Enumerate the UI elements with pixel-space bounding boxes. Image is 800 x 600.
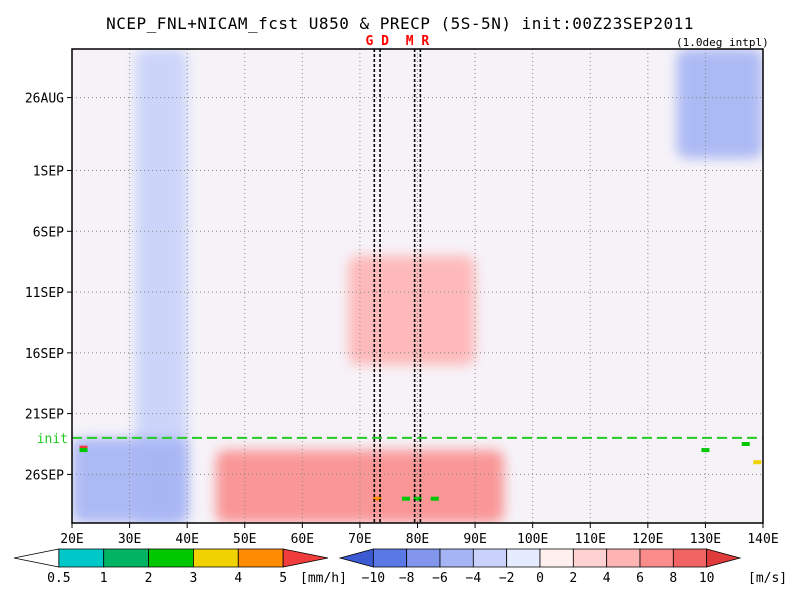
precip-colorbar-swatch-3 — [148, 548, 194, 568]
precip-cell-7 — [741, 442, 750, 446]
wind-colorbar-swatch-10 — [672, 548, 708, 568]
precip-colorbar-level-4: 4 — [234, 571, 242, 586]
wind-colorbar-level-2: −6 — [432, 571, 448, 586]
marker-label-3: R — [421, 34, 429, 49]
precip-cell-1 — [79, 448, 88, 453]
precip-colorbar-swatch-4 — [193, 548, 239, 568]
marker-label-2: M — [406, 34, 414, 49]
wind-colorbar-swatch-6 — [539, 548, 574, 568]
wind-colorbar-swatch-1 — [372, 548, 408, 568]
init-line: init — [37, 432, 763, 447]
precip-colorbar-level-5: 5 — [279, 571, 287, 586]
chart-title: NCEP_FNL+NICAM_fcst U850 & PRECP (5S-5N)… — [106, 14, 694, 33]
wind-colorbar-swatch-2 — [406, 548, 441, 568]
x-tick-label-7: 90E — [463, 532, 486, 547]
x-tick-label-3: 50E — [233, 532, 256, 547]
x-axis-ticks: 20E 30E 40E 50E 60E 70E 80E 90E 100E 110E 120E 130E… — [60, 523, 779, 547]
precip-cell-5 — [430, 496, 439, 501]
wind-colorbar-swatch-8 — [606, 548, 641, 568]
y-tick-label-5: 21SEP — [25, 408, 64, 423]
precip-cell-0 — [79, 445, 88, 450]
x-tick-label-1: 30E — [118, 532, 141, 547]
precip-cell-3 — [401, 496, 410, 501]
init-label: init — [37, 432, 68, 447]
wind-colorbar-level-5: 0 — [536, 571, 544, 586]
wind-colorbar-level-10: 10 — [699, 571, 715, 586]
wind-colorbar-level-9: 8 — [669, 571, 677, 586]
x-tick-label-9: 110E — [575, 532, 606, 547]
x-tick-label-5: 70E — [348, 532, 371, 547]
precip-cell-4 — [413, 496, 422, 501]
x-tick-label-10: 120E — [632, 532, 663, 547]
x-tick-label-11: 130E — [690, 532, 721, 547]
wind-colorbar-swatch-5 — [506, 548, 541, 568]
wind-feature-westerly-2 — [215, 450, 504, 523]
wind-feature-easterly-3 — [676, 49, 763, 159]
wind-colorbar-level-0: −10 — [362, 571, 385, 586]
precip-colorbar-unit: [mm/h] — [300, 571, 347, 586]
y-tick-label-3: 11SEP — [25, 286, 64, 301]
y-tick-label-6: 26SEP — [25, 468, 64, 483]
precip-cell-2 — [373, 496, 382, 501]
x-tick-label-4: 60E — [291, 532, 314, 547]
x-tick-label-12: 140E — [747, 532, 778, 547]
x-tick-label-8: 100E — [517, 532, 548, 547]
precip-colorbar-level-1: 1 — [100, 571, 108, 586]
wind-colorbar-level-1: −8 — [399, 571, 415, 586]
wind-colorbar-swatch-3 — [439, 548, 474, 568]
wind-feature-westerly-1 — [348, 255, 476, 365]
wind-colorbar-swatch-0 — [338, 548, 374, 568]
precip-colorbar-level-2: 2 — [145, 571, 153, 586]
wind-colorbar-level-3: −4 — [466, 571, 482, 586]
wind-colorbar-level-7: 4 — [603, 571, 611, 586]
x-tick-label-2: 40E — [175, 532, 198, 547]
wind-colorbar-unit: [m/s] — [748, 571, 787, 586]
precip-colorbar-swatch-0 — [13, 548, 60, 568]
x-tick-label-6: 80E — [406, 532, 429, 547]
precip-colorbar-level-0: 0.5 — [47, 571, 70, 586]
y-tick-label-1: 1SEP — [33, 165, 64, 180]
marker-label-1: D — [381, 34, 389, 49]
wind-colorbar-level-8: 6 — [636, 571, 644, 586]
y-tick-label-2: 6SEP — [33, 225, 64, 240]
y-tick-label-0: 26AUG — [25, 92, 64, 107]
wind-feature-easterly-0 — [135, 49, 188, 523]
wind-field — [72, 49, 763, 523]
precip-colorbar-swatch-5 — [237, 548, 284, 568]
precip-colorbar: 0.5 1 2 3 4 5 [mm/h] — [13, 548, 347, 586]
marker-label-0: G — [365, 34, 373, 49]
precip-cell-6 — [701, 448, 710, 453]
precip-cells — [79, 442, 762, 501]
precip-colorbar-swatch-6 — [282, 548, 329, 568]
grid-lines — [72, 49, 763, 523]
precip-colorbar-level-3: 3 — [190, 571, 198, 586]
y-axis-ticks: 26AUG 1SEP 6SEP 11SEP 16SEP 21SEP 26SEP — [25, 92, 72, 483]
wind-colorbar-swatch-9 — [639, 548, 674, 568]
precip-colorbar-swatch-2 — [103, 548, 149, 568]
wind-feature-easterly-4 — [72, 437, 188, 523]
wind-colorbar-level-4: −2 — [499, 571, 515, 586]
precip-cell-8 — [753, 460, 762, 465]
wind-colorbar-swatch-7 — [572, 548, 608, 568]
wind-colorbar-swatch-11 — [706, 548, 742, 568]
wind-colorbar: −10 −8 −6 −4 −2 0 2 4 6 8 10 [m/s] — [338, 548, 787, 586]
y-tick-label-4: 16SEP — [25, 347, 64, 362]
chart-subtitle: (1.0deg intpl) — [676, 36, 769, 49]
wind-colorbar-level-6: 2 — [569, 571, 577, 586]
precip-colorbar-swatch-1 — [58, 548, 105, 568]
x-tick-label-0: 20E — [60, 532, 83, 547]
wind-colorbar-swatch-4 — [472, 548, 508, 568]
